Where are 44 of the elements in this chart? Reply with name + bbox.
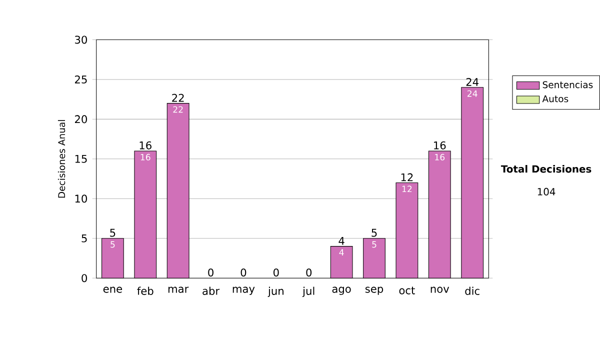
total-label: 22 (172, 94, 184, 102)
y-axis-title: Decisiones Anual (58, 120, 66, 198)
legend-label: Sentencias (542, 81, 593, 88)
x-tick-label: jul (302, 286, 314, 298)
y-tick-label: 30 (75, 36, 87, 44)
total-label: 5 (110, 229, 116, 237)
total-label: 24 (466, 78, 478, 86)
data-label: 22 (173, 106, 183, 113)
total-label: 16 (434, 142, 446, 150)
total-label: 0 (306, 268, 312, 277)
x-tick-label: ago (332, 286, 351, 296)
total-label: 0 (274, 268, 279, 277)
total-label: 4 (338, 237, 344, 245)
y-tick-label: 10 (75, 194, 87, 203)
x-tick-label: abr (202, 286, 220, 296)
data-label: 16 (435, 154, 445, 161)
total-label: 16 (140, 142, 152, 150)
y-tick-label: 25 (74, 76, 87, 84)
x-tick-label: nov (430, 286, 450, 293)
data-label: 5 (372, 241, 376, 248)
x-tick-label: mar (168, 286, 189, 293)
data-label: 12 (402, 186, 412, 192)
y-tick-label: 15 (75, 155, 87, 163)
total-label: 0 (240, 268, 246, 277)
text: 104 (538, 188, 556, 196)
y-tick-label: 0 (82, 274, 88, 282)
total-label: 0 (208, 268, 214, 277)
data-label: 24 (467, 90, 478, 97)
total-label: 12 (401, 173, 413, 182)
x-tick-label: dic (465, 286, 480, 296)
data-label: 5 (110, 241, 115, 248)
y-tick-label: 5 (82, 234, 87, 242)
text: Total Decisiones (500, 165, 592, 173)
legend-label: Autos (542, 96, 568, 102)
x-tick-label: sep (365, 286, 384, 296)
x-tick-label: jun (268, 286, 284, 298)
x-tick-label: feb (137, 286, 154, 296)
x-tick-label: may (232, 286, 255, 296)
x-tick-label: oct (399, 286, 415, 294)
y-tick-label: 20 (74, 115, 87, 124)
data-label: 16 (140, 154, 150, 161)
total-label: 5 (372, 229, 377, 237)
x-tick-label: ene (103, 286, 122, 293)
data-label: 4 (339, 249, 344, 256)
